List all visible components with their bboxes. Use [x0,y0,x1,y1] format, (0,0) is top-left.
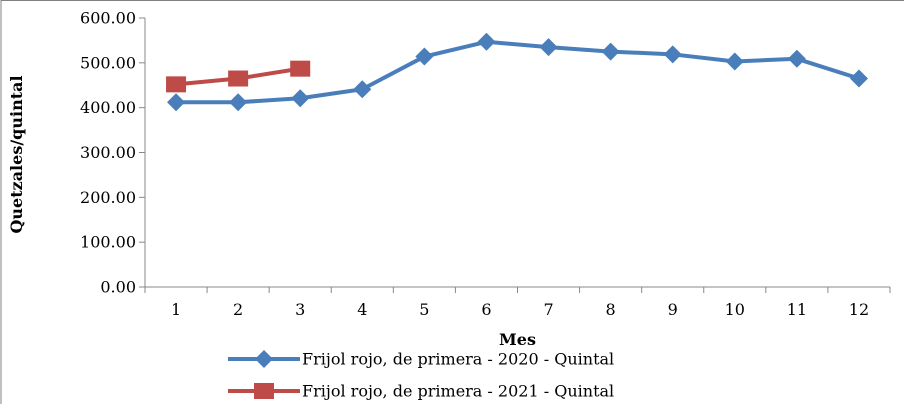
x-tick-label: 11 [787,300,807,319]
data-point-diamond [477,32,496,51]
data-point-diamond [601,42,620,61]
legend-label: Frijol rojo, de primera - 2021 - Quintal [302,382,614,401]
data-point-diamond [255,350,273,368]
data-point-diamond [725,52,744,71]
legend-label: Frijol rojo, de primera - 2020 - Quintal [302,350,614,369]
data-point-diamond [353,80,372,99]
y-tick-label: 100.00 [80,233,136,252]
x-tick-label: 4 [357,300,367,319]
series-2 [166,60,311,93]
x-tick-label: 6 [481,300,491,319]
legend-item-1: Frijol rojo, de primera - 2020 - Quintal [228,350,614,369]
x-tick-label: 9 [668,300,678,319]
data-point-diamond [663,45,682,64]
series-line [176,39,860,105]
data-point-square [166,76,187,93]
data-point-square [254,383,274,399]
y-tick-label: 600.00 [80,9,136,28]
y-tick-label: 200.00 [80,188,136,207]
series-1 [167,32,868,112]
x-tick-label: 8 [606,300,616,319]
x-axis-title: Mes [499,330,536,349]
y-tick-label: 500.00 [80,53,136,72]
data-point-diamond [539,38,558,57]
data-point-diamond [229,93,248,112]
data-point-square [228,70,249,87]
data-point-diamond [415,47,434,66]
data-point-diamond [167,93,186,112]
x-tick-label: 1 [171,300,181,319]
data-point-square [290,60,311,77]
data-point-diamond [787,49,806,68]
y-axis-title: Quetzales/quintal [7,75,26,233]
x-tick-label: 7 [543,300,553,319]
x-tick-label: 10 [725,300,745,319]
x-tick-label: 2 [233,300,243,319]
x-tick-label: 12 [849,300,869,319]
y-tick-label: 0.00 [100,278,136,297]
y-tick-label: 300.00 [80,143,136,162]
data-point-diamond [291,89,310,108]
x-tick-label: 5 [419,300,429,319]
legend-item-2: Frijol rojo, de primera - 2021 - Quintal [228,382,614,401]
x-tick-label: 3 [295,300,305,319]
y-tick-label: 400.00 [80,98,136,117]
data-point-diamond [849,69,868,88]
